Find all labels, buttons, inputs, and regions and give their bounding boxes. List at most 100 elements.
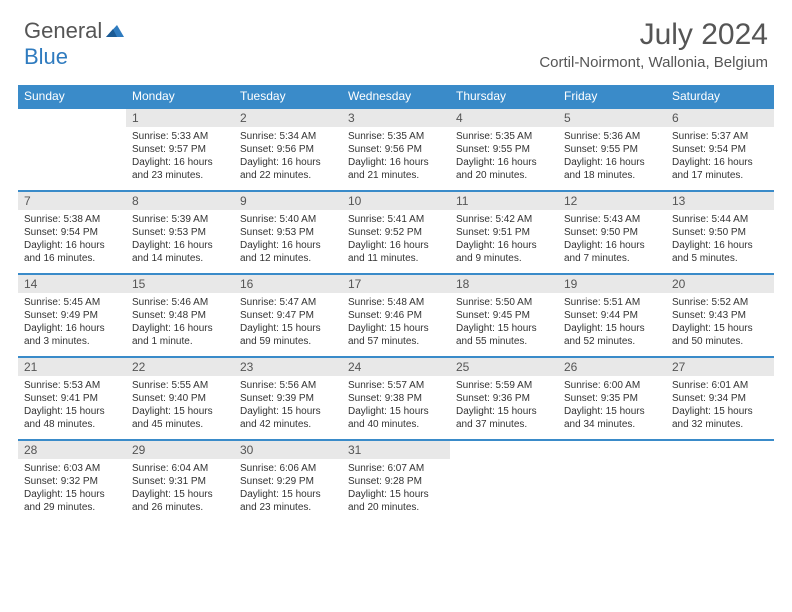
- sunrise-line: Sunrise: 5:57 AM: [348, 379, 444, 392]
- daylight-line1: Daylight: 16 hours: [564, 156, 660, 169]
- daylight-line1: Daylight: 15 hours: [240, 488, 336, 501]
- sunset-line: Sunset: 9:34 PM: [672, 392, 768, 405]
- sunrise-line: Sunrise: 5:42 AM: [456, 213, 552, 226]
- weekday-wednesday: Wednesday: [342, 85, 450, 108]
- sunrise-line: Sunrise: 5:52 AM: [672, 296, 768, 309]
- daylight-line2: and 50 minutes.: [672, 335, 768, 348]
- day-content-row: Sunrise: 5:33 AMSunset: 9:57 PMDaylight:…: [18, 127, 774, 191]
- day-number-cell: [666, 440, 774, 459]
- day-detail-cell: Sunrise: 5:47 AMSunset: 9:47 PMDaylight:…: [234, 293, 342, 357]
- daylight-line2: and 22 minutes.: [240, 169, 336, 182]
- day-detail-cell: Sunrise: 6:00 AMSunset: 9:35 PMDaylight:…: [558, 376, 666, 440]
- daylight-line2: and 1 minute.: [132, 335, 228, 348]
- daylight-line2: and 17 minutes.: [672, 169, 768, 182]
- sunrise-line: Sunrise: 6:01 AM: [672, 379, 768, 392]
- sunset-line: Sunset: 9:38 PM: [348, 392, 444, 405]
- daylight-line1: Daylight: 16 hours: [240, 156, 336, 169]
- sunrise-line: Sunrise: 5:56 AM: [240, 379, 336, 392]
- brand-word2: Blue: [24, 44, 68, 69]
- sunrise-line: Sunrise: 6:03 AM: [24, 462, 120, 475]
- sunrise-line: Sunrise: 6:00 AM: [564, 379, 660, 392]
- day-detail-cell: Sunrise: 6:03 AMSunset: 9:32 PMDaylight:…: [18, 459, 126, 522]
- sunrise-line: Sunrise: 6:07 AM: [348, 462, 444, 475]
- daylight-line2: and 29 minutes.: [24, 501, 120, 514]
- daylight-line1: Daylight: 15 hours: [24, 488, 120, 501]
- sunset-line: Sunset: 9:54 PM: [24, 226, 120, 239]
- day-number-cell: [558, 440, 666, 459]
- day-number-cell: 22: [126, 357, 234, 376]
- sunset-line: Sunset: 9:50 PM: [564, 226, 660, 239]
- day-detail-cell: Sunrise: 5:40 AMSunset: 9:53 PMDaylight:…: [234, 210, 342, 274]
- day-detail-cell: [450, 459, 558, 522]
- day-number-cell: 30: [234, 440, 342, 459]
- day-detail-cell: Sunrise: 5:42 AMSunset: 9:51 PMDaylight:…: [450, 210, 558, 274]
- sunrise-line: Sunrise: 5:50 AM: [456, 296, 552, 309]
- day-detail-cell: Sunrise: 5:51 AMSunset: 9:44 PMDaylight:…: [558, 293, 666, 357]
- daylight-line2: and 57 minutes.: [348, 335, 444, 348]
- day-detail-cell: Sunrise: 5:46 AMSunset: 9:48 PMDaylight:…: [126, 293, 234, 357]
- sunset-line: Sunset: 9:43 PM: [672, 309, 768, 322]
- day-number-cell: 7: [18, 191, 126, 210]
- sunrise-line: Sunrise: 5:46 AM: [132, 296, 228, 309]
- daylight-line2: and 21 minutes.: [348, 169, 444, 182]
- day-number-cell: 11: [450, 191, 558, 210]
- daynum-row: 14151617181920: [18, 274, 774, 293]
- sunset-line: Sunset: 9:32 PM: [24, 475, 120, 488]
- day-detail-cell: Sunrise: 6:04 AMSunset: 9:31 PMDaylight:…: [126, 459, 234, 522]
- day-detail-cell: Sunrise: 5:48 AMSunset: 9:46 PMDaylight:…: [342, 293, 450, 357]
- day-detail-cell: Sunrise: 5:35 AMSunset: 9:56 PMDaylight:…: [342, 127, 450, 191]
- day-detail-cell: Sunrise: 5:33 AMSunset: 9:57 PMDaylight:…: [126, 127, 234, 191]
- sunset-line: Sunset: 9:31 PM: [132, 475, 228, 488]
- daynum-row: 123456: [18, 108, 774, 127]
- brand-word2-wrap: Blue: [24, 44, 68, 70]
- sunrise-line: Sunrise: 5:45 AM: [24, 296, 120, 309]
- day-number-cell: 4: [450, 108, 558, 127]
- page-title: July 2024: [539, 18, 768, 52]
- daylight-line2: and 5 minutes.: [672, 252, 768, 265]
- day-content-row: Sunrise: 5:53 AMSunset: 9:41 PMDaylight:…: [18, 376, 774, 440]
- brand-logo: General: [24, 18, 128, 44]
- daylight-line1: Daylight: 15 hours: [132, 488, 228, 501]
- sunrise-line: Sunrise: 5:48 AM: [348, 296, 444, 309]
- day-detail-cell: Sunrise: 6:01 AMSunset: 9:34 PMDaylight:…: [666, 376, 774, 440]
- daylight-line1: Daylight: 15 hours: [672, 405, 768, 418]
- day-number-cell: 28: [18, 440, 126, 459]
- daylight-line1: Daylight: 15 hours: [348, 405, 444, 418]
- day-detail-cell: Sunrise: 5:38 AMSunset: 9:54 PMDaylight:…: [18, 210, 126, 274]
- daylight-line2: and 40 minutes.: [348, 418, 444, 431]
- daylight-line2: and 45 minutes.: [132, 418, 228, 431]
- daylight-line2: and 26 minutes.: [132, 501, 228, 514]
- sunrise-line: Sunrise: 5:36 AM: [564, 130, 660, 143]
- weekday-thursday: Thursday: [450, 85, 558, 108]
- sunrise-line: Sunrise: 5:38 AM: [24, 213, 120, 226]
- weekday-saturday: Saturday: [666, 85, 774, 108]
- day-content-row: Sunrise: 6:03 AMSunset: 9:32 PMDaylight:…: [18, 459, 774, 522]
- daylight-line1: Daylight: 16 hours: [672, 239, 768, 252]
- daylight-line1: Daylight: 15 hours: [348, 488, 444, 501]
- day-number-cell: [450, 440, 558, 459]
- sunset-line: Sunset: 9:41 PM: [24, 392, 120, 405]
- day-detail-cell: Sunrise: 5:41 AMSunset: 9:52 PMDaylight:…: [342, 210, 450, 274]
- daylight-line1: Daylight: 15 hours: [564, 405, 660, 418]
- daylight-line1: Daylight: 15 hours: [240, 322, 336, 335]
- sunset-line: Sunset: 9:53 PM: [132, 226, 228, 239]
- sunrise-line: Sunrise: 5:59 AM: [456, 379, 552, 392]
- day-detail-cell: Sunrise: 5:43 AMSunset: 9:50 PMDaylight:…: [558, 210, 666, 274]
- daylight-line1: Daylight: 16 hours: [132, 156, 228, 169]
- sunset-line: Sunset: 9:52 PM: [348, 226, 444, 239]
- daylight-line1: Daylight: 16 hours: [132, 239, 228, 252]
- day-detail-cell: Sunrise: 5:55 AMSunset: 9:40 PMDaylight:…: [126, 376, 234, 440]
- day-number-cell: 27: [666, 357, 774, 376]
- daylight-line2: and 59 minutes.: [240, 335, 336, 348]
- sunset-line: Sunset: 9:55 PM: [456, 143, 552, 156]
- daylight-line2: and 12 minutes.: [240, 252, 336, 265]
- day-detail-cell: Sunrise: 5:45 AMSunset: 9:49 PMDaylight:…: [18, 293, 126, 357]
- daylight-line2: and 52 minutes.: [564, 335, 660, 348]
- sunrise-line: Sunrise: 6:04 AM: [132, 462, 228, 475]
- day-number-cell: 20: [666, 274, 774, 293]
- day-content-row: Sunrise: 5:45 AMSunset: 9:49 PMDaylight:…: [18, 293, 774, 357]
- sunrise-line: Sunrise: 5:35 AM: [456, 130, 552, 143]
- daylight-line1: Daylight: 16 hours: [564, 239, 660, 252]
- daylight-line1: Daylight: 16 hours: [456, 156, 552, 169]
- sunset-line: Sunset: 9:36 PM: [456, 392, 552, 405]
